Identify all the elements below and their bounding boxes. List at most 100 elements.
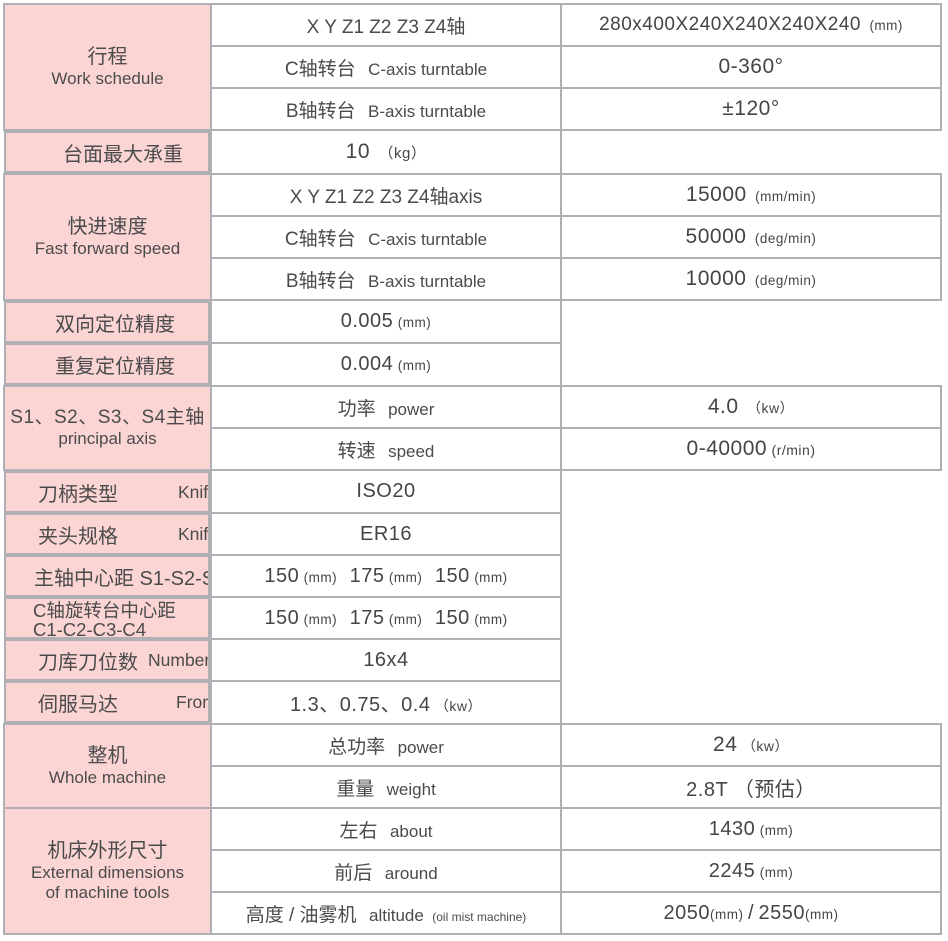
group-header-whole-machine: 整机 Whole machine: [3, 723, 212, 809]
param-label-en: altitude: [368, 905, 424, 925]
value-unit: (mm): [303, 611, 338, 627]
value-speed-c: 50000 (deg/min): [560, 215, 942, 259]
group-header-fast-forward: 快进速度 Fast forward speed: [3, 173, 212, 301]
param-label-travel-c: C轴转台 C-axis turntable: [210, 45, 562, 89]
param-label-en: B-axis turntable: [368, 101, 487, 121]
param-label-fb: 前后 around: [210, 849, 562, 893]
value-number: 1430: [708, 817, 756, 840]
value-height: 2050(mm) / 2550(mm): [560, 891, 942, 935]
param-label-zh: 功率: [337, 398, 376, 420]
value-number: 1.3、0.75、0.4: [289, 694, 431, 716]
param-label-zh: 刀柄类型: [38, 483, 118, 506]
value-pair: 150 (mm): [264, 565, 338, 587]
param-label-zh: C轴旋转台中心距 C1-C2-C3-C4: [33, 600, 176, 639]
value-number: 175: [349, 606, 385, 629]
value-number: 2050: [663, 901, 711, 924]
value-power: 4.0 （kw）: [560, 385, 942, 429]
value-number: 175: [349, 564, 385, 587]
param-label-zh: 伺服马达: [38, 693, 118, 716]
group-label-en-line2: of machine tools: [45, 882, 170, 902]
group-header-external-dims: 机床外形尺寸 External dimensions of machine to…: [3, 807, 212, 935]
param-label-speed-c: C轴转台 C-axis turntable: [210, 215, 562, 259]
table-row: C轴转台 C-axis turntable 0-360°: [4, 45, 942, 89]
param-label-zh: 转速: [337, 440, 376, 462]
value-unit: （kw）: [434, 698, 483, 714]
value-unit: (mm): [303, 569, 338, 585]
value-pair: 150 (mm): [435, 565, 508, 587]
value-number: 15000: [685, 183, 747, 206]
table-row: 转速 speed 0-40000 (r/min): [4, 427, 942, 471]
value-number: 10000: [685, 267, 747, 290]
group-label-zh: 快进速度: [67, 215, 148, 238]
value-number: 0-360°: [718, 55, 784, 78]
table-row: 整机 Whole machine 总功率 power 24 （kw）: [3, 723, 942, 809]
value-unit: (mm): [804, 906, 839, 922]
value-weight: 2.8T （预估）: [560, 765, 942, 809]
param-label: X Y Z1 Z2 Z3 Z4轴: [306, 16, 466, 38]
param-label-en: around: [384, 863, 438, 883]
value-unit: (mm): [388, 569, 423, 585]
group-label-zh: S1、S2、S3、S4主轴: [10, 407, 205, 429]
group-label-en: Work schedule: [51, 68, 164, 88]
param-label-speed-axes: X Y Z1 Z2 Z3 Z4轴axis: [210, 173, 562, 217]
value-number: ER16: [359, 522, 413, 545]
value-bidir-accuracy: 0.005 (mm): [210, 299, 562, 344]
table-row: 主轴中心距 S1-S2-S3-S4 Spindle center distanc…: [4, 554, 941, 598]
group-header-principal-axis: S1、S2、S3、S4主轴 principal axis: [3, 385, 212, 471]
param-label-weight: 重量 weight: [210, 765, 562, 809]
value-pair: 175 (mm): [350, 565, 423, 587]
table-row: B轴转台 B-axis turntable 10000 (deg/min): [4, 257, 942, 301]
group-label-en: principal axis: [58, 429, 157, 449]
value-table-load: 10 （kg）: [210, 129, 562, 175]
param-label-total-power: 总功率 power: [210, 723, 562, 767]
value-speed-axes: 15000 (mm/min): [560, 173, 942, 217]
param-label-zh: 台面最大承重: [63, 143, 183, 166]
value-pair: 150 (mm): [435, 607, 508, 629]
table-row: C轴旋转台中心距 C1-C2-C3-C4 C axis rotation tab…: [4, 596, 941, 640]
group-label-zh: 行程: [87, 45, 128, 68]
group-label-zh: 整机: [87, 744, 128, 767]
param-label-en: Knife handle type: [178, 481, 209, 502]
value-number: 10: [345, 140, 371, 163]
value-number: 2550: [758, 901, 805, 924]
param-label-collet: 夹头规格 Knife handle type: [4, 513, 210, 555]
value-unit: (mm): [388, 611, 423, 627]
table-row: 台面最大承重 Maximum table load 10 （kg）: [4, 129, 941, 175]
param-label-zh: C轴转台: [284, 58, 356, 80]
value-number: 24: [713, 733, 738, 756]
spec-table: 行程 Work schedule X Y Z1 Z2 Z3 Z4轴 280x40…: [3, 3, 942, 935]
value-total-power: 24 （kw）: [560, 723, 942, 767]
value-travel-b: ±120°: [560, 87, 942, 131]
value-pair: 175 (mm): [350, 607, 423, 629]
value-unit: (mm): [759, 822, 794, 838]
value-number: 150: [264, 564, 300, 587]
table-row: 行程 Work schedule X Y Z1 Z2 Z3 Z4轴 280x40…: [3, 3, 942, 131]
value-number: 4.0: [707, 395, 739, 418]
param-label-table-load: 台面最大承重 Maximum table load: [4, 131, 210, 173]
value-repeat-accuracy: 0.004 (mm): [210, 342, 562, 387]
param-label-power: 功率 power: [210, 385, 562, 429]
value-number: 0-40000: [686, 437, 768, 460]
value-number: 0.004: [340, 353, 394, 375]
param-label-lr: 左右 about: [210, 807, 562, 851]
param-label-zh: 重复定位精度: [55, 355, 175, 378]
value-unit: (mm): [759, 864, 794, 880]
table-row: B轴转台 B-axis turntable ±120°: [4, 87, 942, 131]
value-number: 2245: [708, 859, 756, 882]
table-row: 机床外形尺寸 External dimensions of machine to…: [3, 807, 942, 935]
value-number: 150: [264, 606, 300, 629]
param-label: X Y Z1 Z2 Z3 Z4轴axis: [289, 186, 483, 208]
table-row: 快进速度 Fast forward speed X Y Z1 Z2 Z3 Z4轴…: [3, 173, 942, 301]
value-unit: （kg）: [378, 145, 427, 162]
param-label-zh: 夹头规格: [38, 525, 118, 548]
param-label-zh: 高度 / 油雾机: [245, 904, 357, 926]
value-unit: （kw）: [741, 738, 789, 754]
value-number: 16x4: [363, 648, 409, 671]
value-number: 2.8T （预估）: [686, 778, 816, 801]
group-label-en: Whole machine: [48, 767, 167, 787]
param-label-zh: B轴转台: [285, 100, 356, 122]
param-label-speed-b: B轴转台 B-axis turntable: [210, 257, 562, 301]
value-number: 0.005: [340, 310, 394, 332]
value-number: 50000: [685, 225, 747, 248]
group-label-en: Fast forward speed: [34, 238, 181, 258]
